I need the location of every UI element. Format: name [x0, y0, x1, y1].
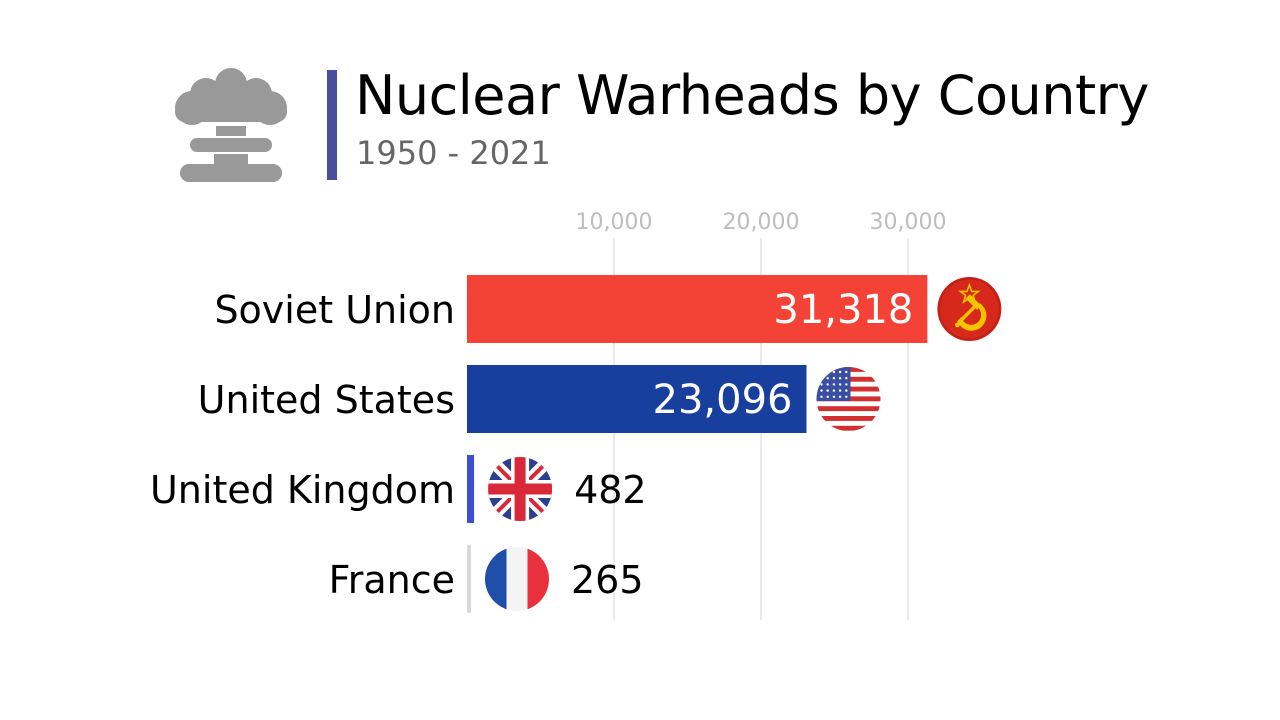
title-accent-bar — [327, 70, 337, 180]
category-label: United Kingdom — [150, 468, 455, 512]
category-label: France — [329, 558, 455, 602]
value-label: 31,318 — [773, 287, 913, 333]
bar-united-kingdom — [467, 455, 475, 523]
bar-france — [467, 545, 471, 613]
bar-row-france: France 265 — [329, 545, 644, 613]
x-tick-label: 10,000 — [576, 210, 653, 235]
category-label: United States — [198, 378, 455, 422]
us-flag-icon — [816, 367, 881, 431]
bar-row-united-kingdom: United Kingdom 482 — [150, 455, 647, 523]
uk-flag-icon — [488, 457, 553, 521]
mushroom-cloud-icon — [175, 68, 287, 182]
soviet-flag-icon — [937, 277, 1002, 341]
bar-row-united-states: United States 23,096 — [198, 365, 881, 433]
value-label: 23,096 — [653, 377, 793, 423]
chart-title: Nuclear Warheads by Country — [355, 64, 1149, 127]
chart-header: Nuclear Warheads by Country 1950 - 2021 — [0, 0, 1280, 200]
category-label: Soviet Union — [214, 288, 455, 332]
value-label: 482 — [574, 468, 647, 512]
bar-united-states — [467, 365, 807, 433]
bar-soviet-union — [467, 275, 928, 343]
x-tick-label: 30,000 — [870, 210, 947, 235]
france-flag-icon — [485, 547, 549, 611]
x-tick-label: 20,000 — [723, 210, 800, 235]
bar-row-soviet-union: Soviet Union 31,318 — [214, 275, 1002, 343]
chart-subtitle: 1950 - 2021 — [356, 134, 551, 172]
value-label: 265 — [571, 558, 644, 602]
